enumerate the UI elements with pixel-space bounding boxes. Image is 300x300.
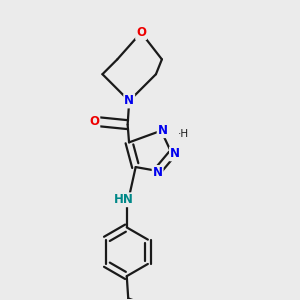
Text: HN: HN (114, 193, 134, 206)
Text: O: O (136, 26, 146, 39)
Text: O: O (89, 115, 99, 128)
Text: N: N (170, 147, 180, 161)
Text: N: N (153, 166, 163, 179)
Text: N: N (158, 124, 168, 137)
Text: ·H: ·H (178, 129, 189, 139)
Text: N: N (124, 94, 134, 107)
